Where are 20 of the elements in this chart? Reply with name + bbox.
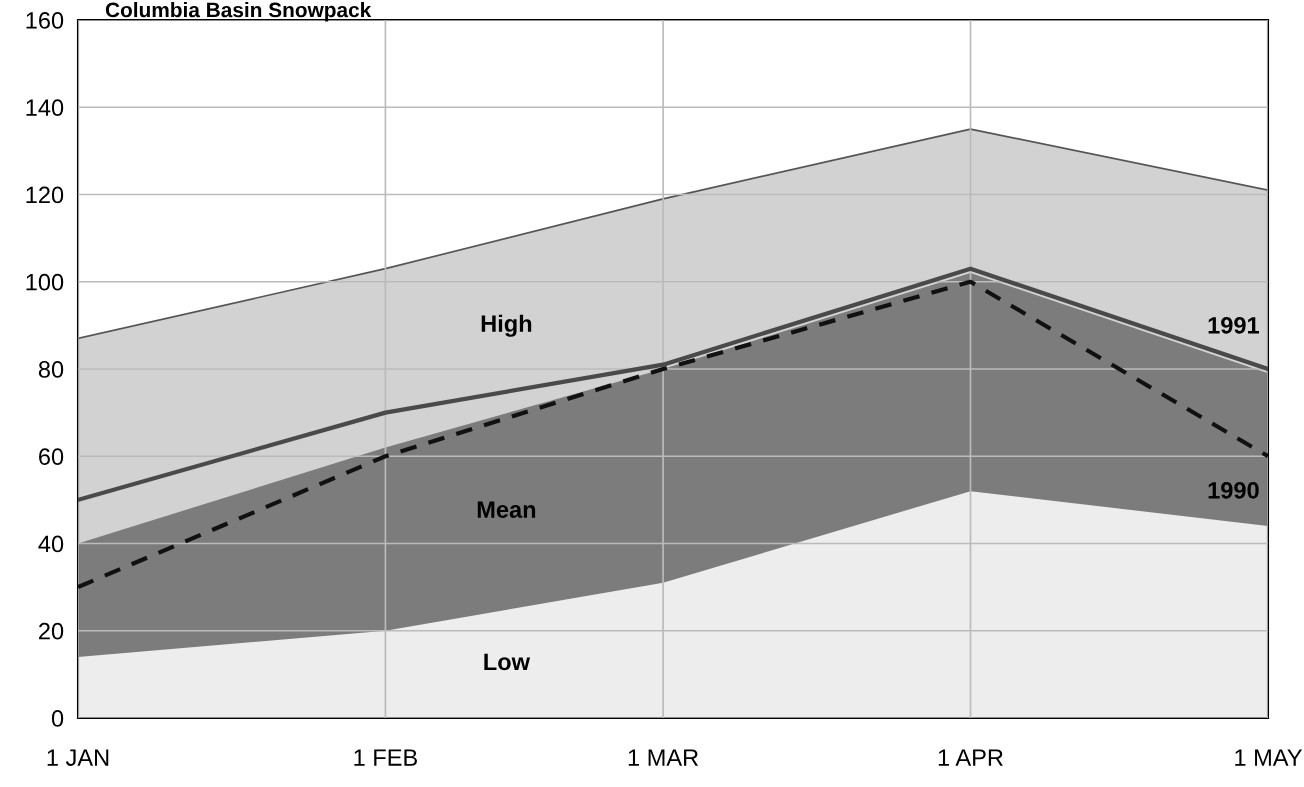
x-tick-label: 1 MAY	[1235, 749, 1303, 766]
y-tick-label: 20	[39, 622, 64, 640]
x-tick-label: 1 JAN	[47, 749, 109, 766]
x-tick-label: 1 APR	[938, 749, 1003, 766]
x-tick-label: 1 FEB	[354, 749, 417, 766]
y-tick-label: 140	[26, 99, 64, 117]
y-tick-label: 80	[38, 361, 64, 378]
series-label: Mean	[477, 501, 536, 518]
x-tick-label: 1 MAR	[628, 749, 699, 766]
y-tick-label: 120	[26, 186, 64, 204]
chart-title: Columbia Basin Snowpack	[105, 2, 372, 22]
series-label: 1990	[1208, 481, 1259, 499]
series-label: High	[481, 314, 532, 337]
y-tick-label: 160	[26, 12, 64, 29]
y-tick-label: 100	[26, 273, 64, 291]
y-tick-label: 0	[51, 710, 64, 727]
series-label: 1991	[1208, 316, 1260, 334]
y-tick-label: 40	[38, 535, 64, 553]
series-label: Low	[484, 653, 531, 671]
y-tick-label: 60	[39, 448, 64, 466]
